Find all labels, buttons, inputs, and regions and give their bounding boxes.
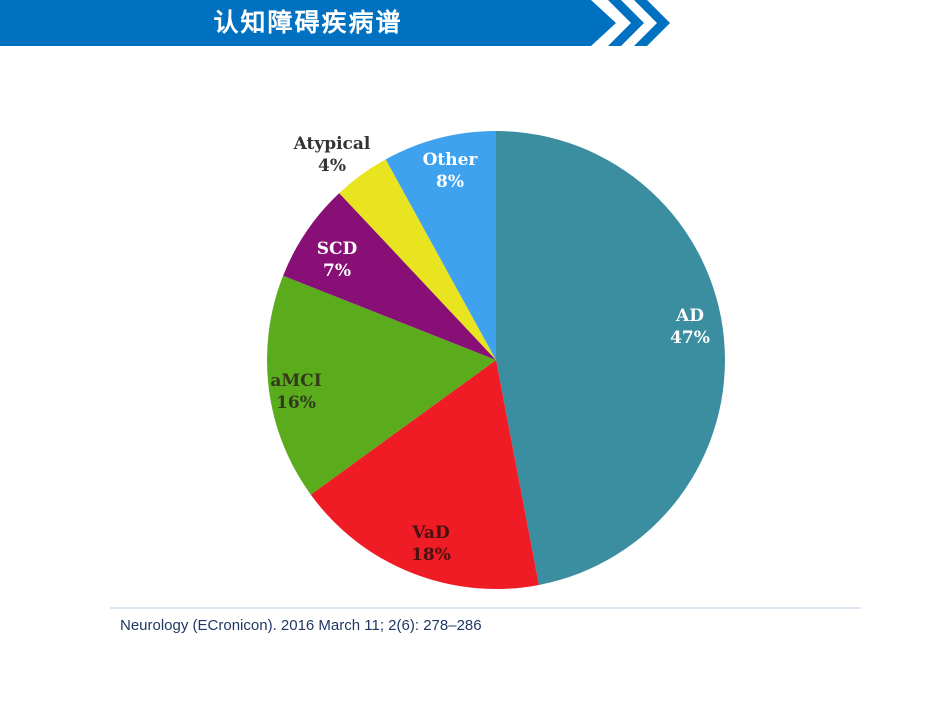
- pie-slice-amci: [267, 275, 496, 495]
- pie-slice-other: [385, 131, 496, 360]
- slide-title: 认知障碍疾病谱: [213, 8, 403, 37]
- pie-slice-vad: [310, 360, 539, 589]
- banner-bar: [0, 0, 616, 46]
- banner-graphic: [0, 0, 670, 46]
- divider-line: [110, 607, 861, 609]
- chevron-right-icon: [634, 0, 670, 46]
- pie-slice-atypical: [339, 159, 496, 360]
- citation-text: Neurology (ECronicon). 2016 March 11; 2(…: [120, 617, 482, 634]
- chevron-right-icon: [608, 0, 644, 46]
- slide-title-banner: 认知障碍疾病谱: [0, 0, 680, 52]
- pie-slice-scd: [283, 193, 496, 360]
- pie-chart: [267, 131, 725, 589]
- pie-slice-ad: [496, 131, 725, 585]
